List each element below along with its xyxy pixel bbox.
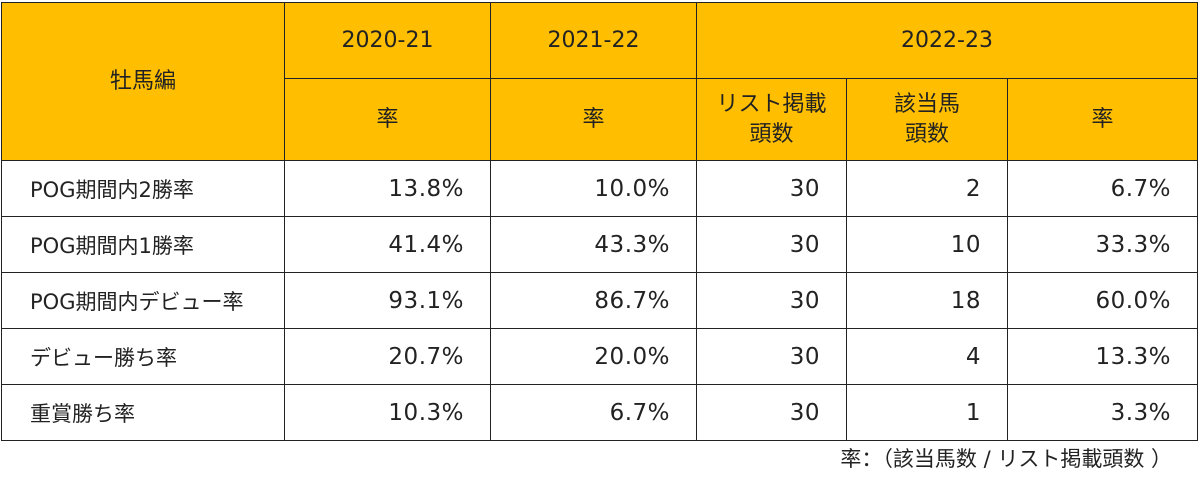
corner-header: 牡馬編 [1,2,285,161]
rate-header-2021-22: 率 [490,78,697,161]
row-label: POG期間内デビュー率 [1,272,285,329]
rate-2022-23-cell: 13.3% [1006,328,1199,385]
table-row: POG期間内2勝率 13.8% 10.0% 30 2 6.7% [1,160,1199,217]
listed-count-cell: 30 [696,272,847,329]
matched-count-cell: 2 [846,160,1008,217]
row-label: デビュー勝ち率 [1,328,285,385]
matched-count-header-line2: 頭数 [904,121,949,147]
rate-2020-21-cell: 10.3% [284,384,491,441]
listed-count-header-line1: リスト掲載 [716,91,827,117]
listed-count-header-line2: 頭数 [749,121,794,147]
matched-count-cell: 10 [846,216,1008,273]
rate-2021-22-cell: 6.7% [490,384,697,441]
matched-count-cell: 4 [846,328,1008,385]
listed-count-cell: 30 [696,160,847,217]
rate-2022-23-cell: 60.0% [1006,272,1199,329]
rate-2020-21-cell: 13.8% [284,160,491,217]
table-row: デビュー勝ち率 20.7% 20.0% 30 4 13.3% [1,328,1199,385]
matched-count-cell: 1 [846,384,1008,441]
rate-2022-23-cell: 6.7% [1006,160,1199,217]
rate-2020-21-cell: 20.7% [284,328,491,385]
matched-count-header-line1: 該当馬 [893,91,960,117]
listed-count-header: リスト掲載 頭数 [696,78,847,161]
rate-2021-22-cell: 43.3% [490,216,697,273]
season-header-2022-23: 2022-23 [695,2,1199,79]
rate-2022-23-cell: 3.3% [1006,384,1199,441]
row-label: 重賞勝ち率 [1,384,285,441]
rate-2022-23-cell: 33.3% [1006,216,1199,273]
rate-header-2022-23: 率 [1006,78,1199,161]
listed-count-cell: 30 [696,328,847,385]
rate-header-2020-21: 率 [284,78,491,161]
matched-count-header: 該当馬 頭数 [846,78,1008,161]
rate-2021-22-cell: 10.0% [490,160,697,217]
table-row: 重賞勝ち率 10.3% 6.7% 30 1 3.3% [1,384,1199,441]
matched-count-cell: 18 [846,272,1008,329]
row-label: POG期間内2勝率 [1,160,285,217]
row-label: POG期間内1勝率 [1,216,285,273]
listed-count-cell: 30 [696,216,847,273]
season-header-2020-21: 2020-21 [284,2,491,79]
rate-footnote: 率：（該当馬数 / リスト掲載頭数 ） [840,447,1172,471]
rate-2021-22-cell: 86.7% [490,272,697,329]
listed-count-cell: 30 [696,384,847,441]
table-row: POG期間内1勝率 41.4% 43.3% 30 10 33.3% [1,216,1199,273]
season-header-2021-22: 2021-22 [490,2,697,79]
table-row: POG期間内デビュー率 93.1% 86.7% 30 18 60.0% [1,272,1199,329]
rate-2020-21-cell: 41.4% [284,216,491,273]
rate-2021-22-cell: 20.0% [490,328,697,385]
stats-table: 牡馬編 2020-21 2021-22 2022-23 率 率 リスト掲載 頭数… [1,2,1199,441]
rate-2020-21-cell: 93.1% [284,272,491,329]
